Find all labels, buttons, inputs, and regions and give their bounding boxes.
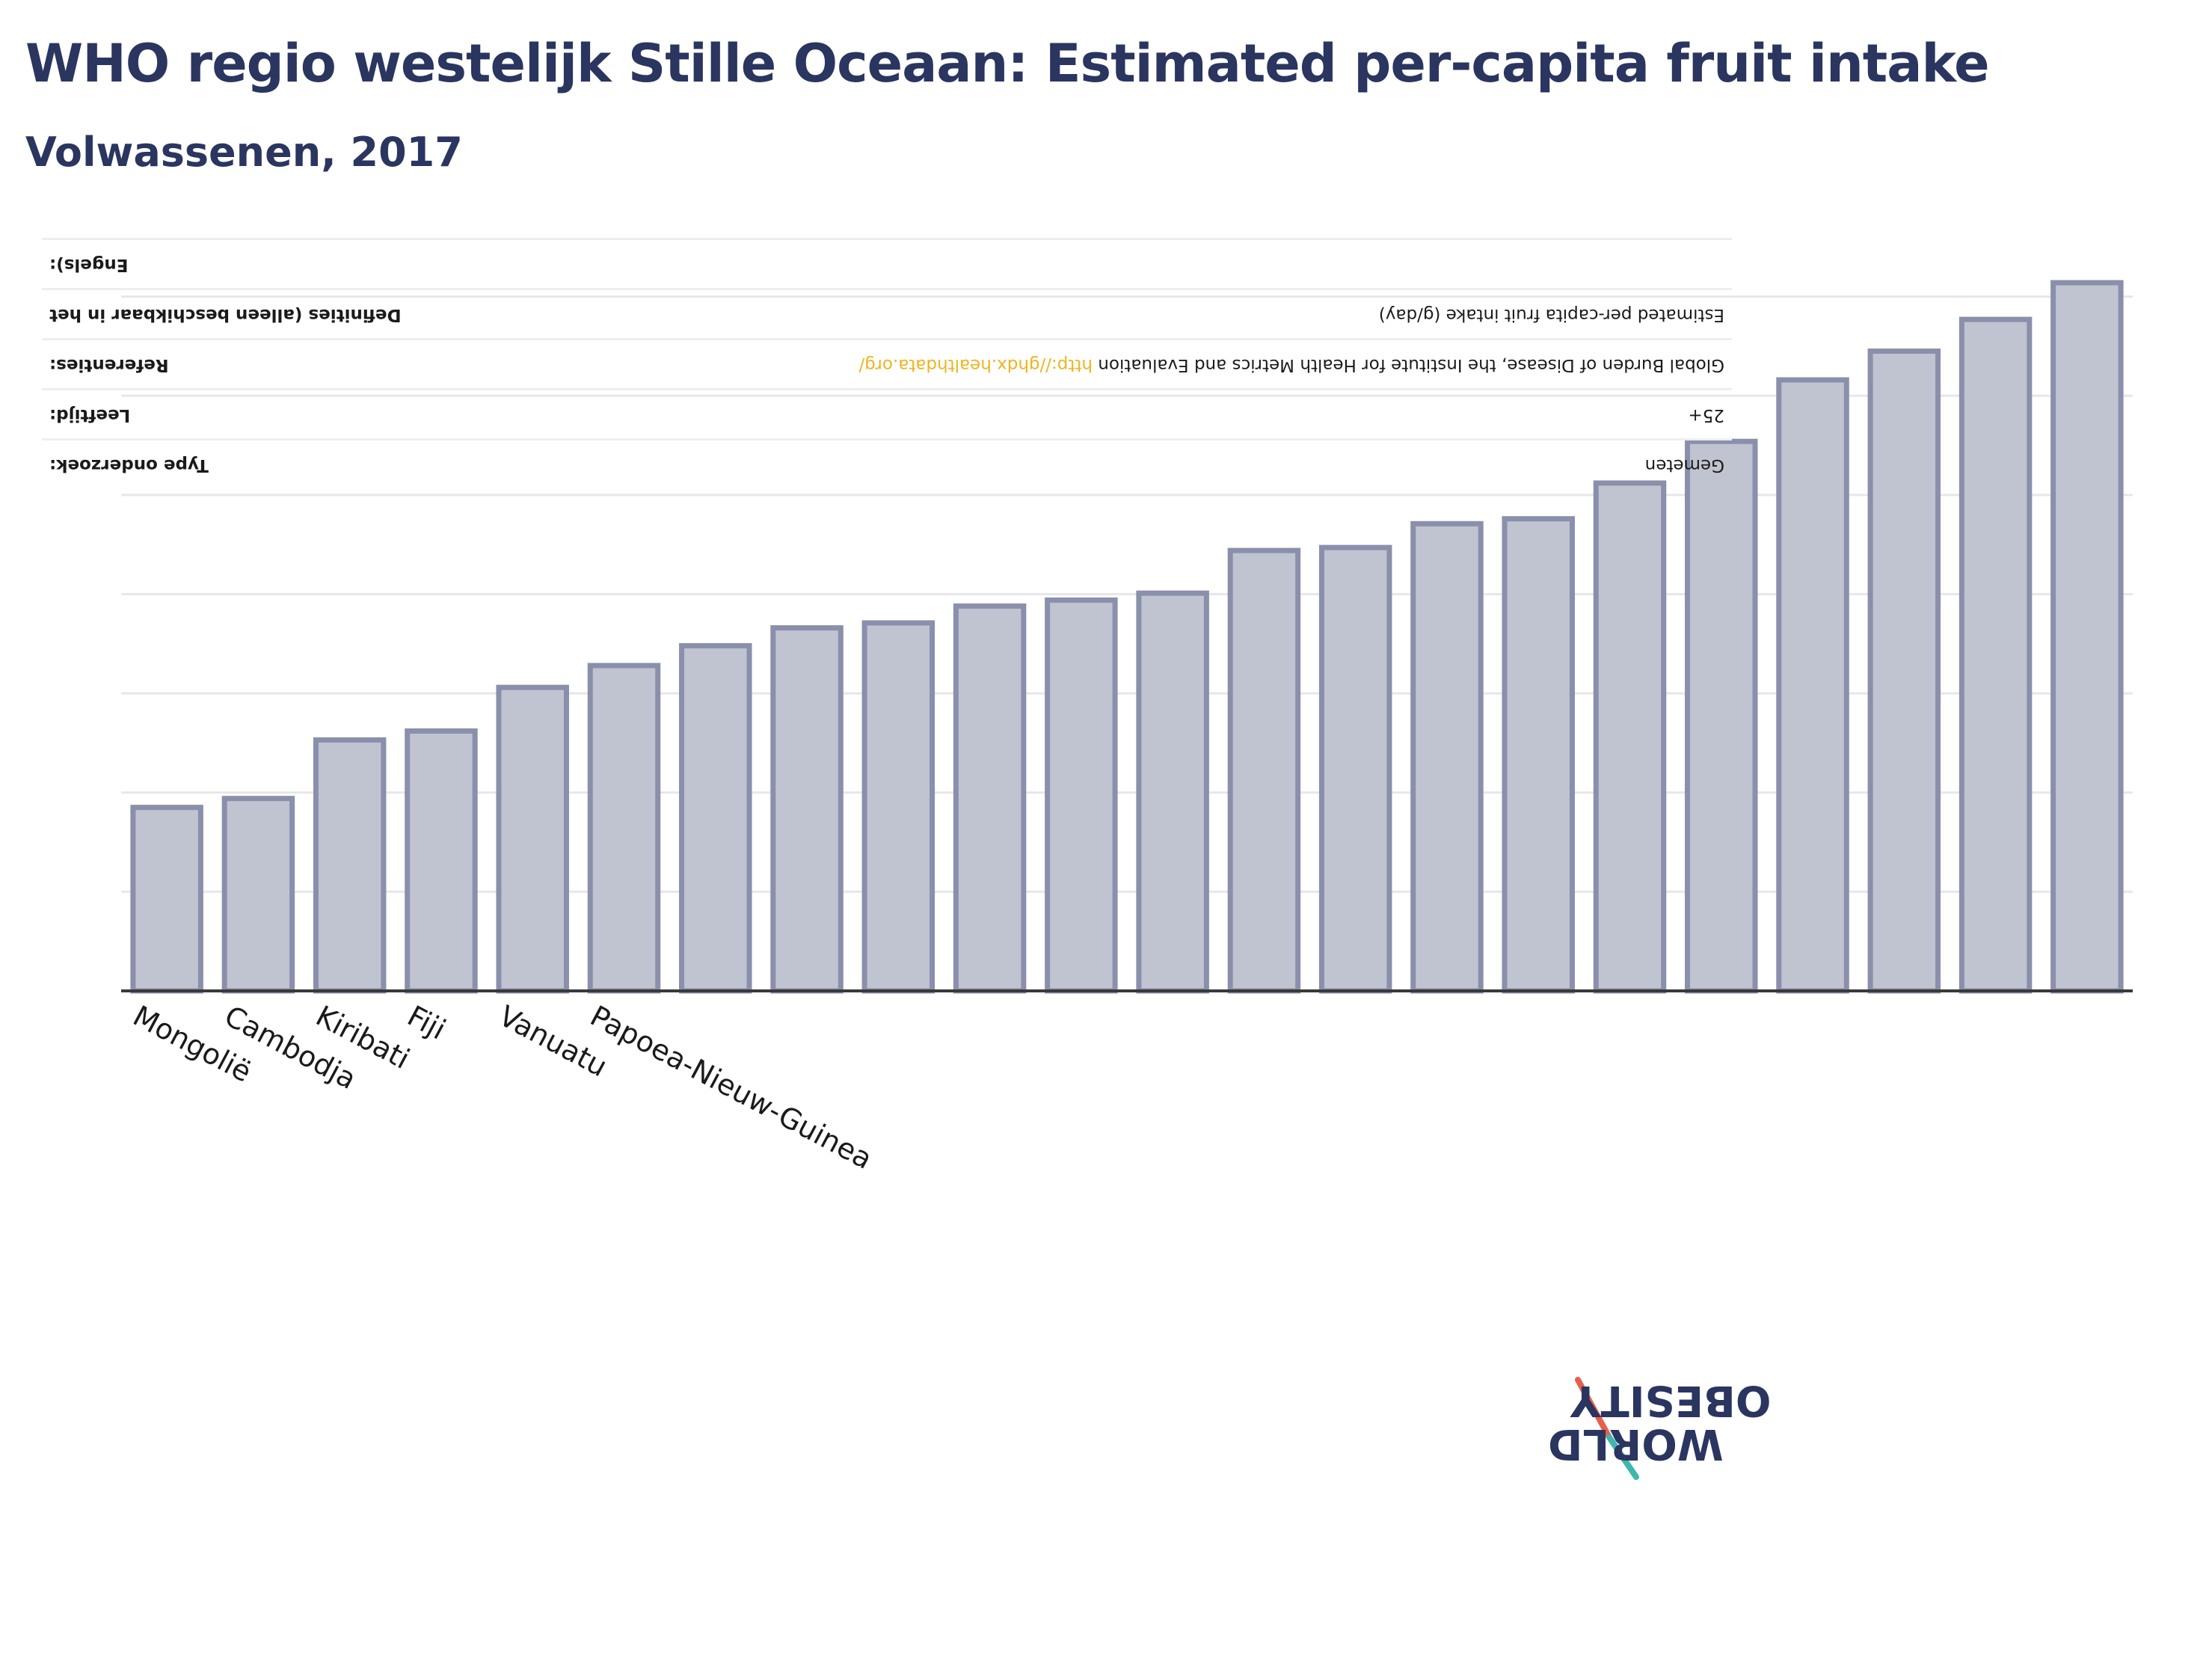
bar[interactable] — [953, 603, 1027, 994]
bar[interactable] — [1410, 521, 1484, 994]
bar[interactable] — [496, 684, 569, 994]
logo-text-obesity: OBESITY — [1570, 1376, 1772, 1425]
bar[interactable] — [2050, 280, 2124, 994]
reference-link[interactable]: http://ghdx.healthdata.org/ — [858, 355, 1093, 375]
chart-bars — [130, 280, 2124, 994]
bar[interactable] — [405, 728, 478, 994]
metadata-value: Gemeten — [1644, 455, 1724, 475]
metadata-row-type: Type onderzoek: Gemeten — [42, 438, 1732, 488]
bar[interactable] — [1318, 544, 1392, 994]
bar[interactable] — [1045, 597, 1118, 994]
bar[interactable] — [313, 737, 387, 994]
chart-title: WHO regio westelijk Stille Oceaan: Estim… — [25, 33, 1990, 94]
bar[interactable] — [1776, 377, 1849, 994]
chart-subtitle: Volwassenen, 2017 — [25, 129, 463, 176]
x-tick-label: Fiji — [402, 999, 451, 1046]
bar[interactable] — [861, 620, 936, 994]
bar[interactable] — [1136, 590, 1209, 994]
metadata-row-age: Leeftijd: 25+ — [42, 388, 1732, 438]
bar[interactable] — [770, 625, 844, 994]
metadata-value: 25+ — [1688, 405, 1724, 425]
bar[interactable] — [587, 663, 661, 994]
metadata-value: Global Burden of Disease, the Institute … — [858, 355, 1724, 375]
bar[interactable] — [679, 642, 752, 994]
metadata-label: Leeftijd: — [49, 405, 131, 425]
x-tick-label: Papoea-Nieuw-Guinea — [585, 999, 877, 1176]
metadata-row-definitions-cont: Engels): — [42, 238, 1732, 288]
metadata-label: Referenties: — [49, 355, 169, 375]
bar[interactable] — [130, 805, 203, 994]
metadata-label: Type onderzoek: — [49, 455, 209, 475]
logo-slash-icon — [1575, 1377, 1639, 1480]
bar[interactable] — [1685, 438, 1758, 994]
logo-text-world: WORLD — [1548, 1419, 1724, 1468]
bar[interactable] — [1958, 316, 2033, 994]
metadata-label: Definities (alleen beschikbaar in het — [49, 305, 402, 325]
world-obesity-logo: OBESITY WORLD — [1548, 1376, 1771, 1481]
metadata-row-references: Referenties: Global Burden of Disease, t… — [42, 338, 1732, 388]
bar[interactable] — [221, 796, 295, 994]
bar[interactable] — [1867, 348, 1941, 994]
bar[interactable] — [1593, 480, 1667, 994]
bar[interactable] — [1227, 547, 1301, 994]
metadata-table: Type onderzoek: Gemeten Leeftijd: 25+ Re… — [42, 238, 1732, 488]
metadata-row-definitions: Definities (alleen beschikbaar in het Es… — [42, 288, 1732, 338]
metadata-value: Estimated per-capita fruit intake (g/day… — [1378, 305, 1724, 325]
bar[interactable] — [1502, 516, 1575, 994]
metadata-label: Engels): — [49, 255, 129, 274]
